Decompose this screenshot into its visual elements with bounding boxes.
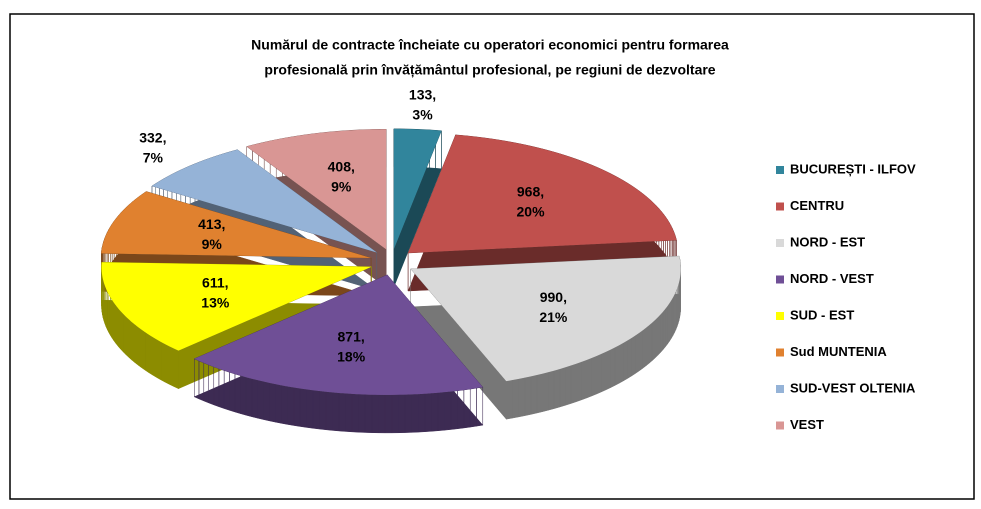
data-label: 968, 20% [517, 183, 546, 219]
slice [408, 134, 677, 253]
legend-label: NORD - VEST [790, 271, 874, 286]
slice [194, 274, 483, 395]
data-label-line: 18% [337, 348, 366, 364]
data-label-line: 611, [202, 274, 228, 290]
legend-label: NORD - EST [790, 234, 865, 249]
data-label-line: 990, [540, 289, 567, 305]
data-label: 408, 9% [328, 158, 355, 194]
data-label: 413, 9% [198, 216, 225, 252]
legend-label: BUCUREȘTI - ILFOV [790, 161, 916, 176]
legend-label: Sud MUNTENIA [790, 344, 887, 359]
slice [393, 128, 442, 249]
chart-title: profesională prin învățământul profesion… [264, 62, 715, 78]
legend-label: SUD-VEST OLTENIA [790, 380, 916, 395]
legend-swatch [776, 385, 784, 393]
legend-swatch [776, 239, 784, 247]
data-label-line: 332, [139, 129, 166, 145]
data-label-line: 413, [198, 216, 225, 232]
slice [410, 256, 681, 382]
data-label-line: 13% [201, 294, 230, 310]
data-label-line: 871, [338, 328, 365, 344]
slice [246, 129, 387, 250]
slice [151, 149, 377, 253]
legend-label: CENTRU [790, 198, 844, 213]
legend-label: VEST [790, 417, 824, 432]
legend-swatch [776, 166, 784, 174]
legend-swatch [776, 275, 784, 284]
data-label-line: 968, [517, 183, 544, 199]
data-label-line: 20% [517, 203, 546, 219]
legend-swatch [776, 421, 784, 430]
legend-label: SUD - EST [790, 307, 854, 322]
data-label-line: 133, [409, 86, 436, 102]
data-label: 332, 7% [139, 129, 166, 165]
data-label: 133, 3% [409, 86, 436, 122]
data-label: 871, 18% [337, 328, 366, 364]
slice [101, 262, 372, 351]
slice [101, 191, 372, 258]
data-label-line: 3% [412, 106, 433, 122]
data-label-line: 21% [539, 309, 568, 325]
data-label: 990, 21% [539, 289, 568, 325]
data-label-line: 7% [143, 149, 164, 165]
data-label-line: 9% [331, 178, 352, 194]
legend-swatch [776, 202, 784, 211]
data-label-line: 408, [328, 158, 355, 174]
legend-swatch [776, 312, 784, 320]
data-label: 611, 13% [201, 274, 230, 310]
legend-swatch [776, 348, 784, 357]
chart-title: Numărul de contracte încheiate cu operat… [251, 37, 729, 53]
data-label-line: 9% [202, 236, 223, 252]
